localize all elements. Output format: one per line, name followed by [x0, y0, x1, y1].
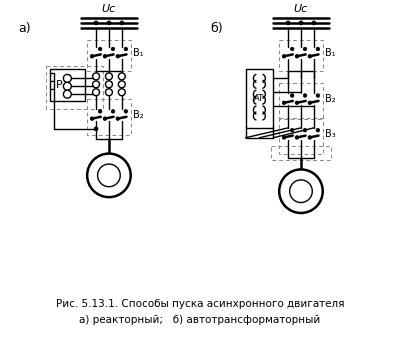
Circle shape	[106, 73, 112, 80]
Circle shape	[92, 89, 100, 96]
Circle shape	[111, 47, 115, 51]
Text: B₂: B₂	[133, 110, 143, 120]
Circle shape	[290, 180, 312, 202]
Circle shape	[98, 164, 120, 187]
Circle shape	[295, 54, 299, 58]
Text: B₁: B₁	[325, 47, 335, 58]
Circle shape	[290, 47, 294, 51]
Circle shape	[303, 94, 307, 97]
Circle shape	[124, 110, 128, 113]
Text: P: P	[56, 80, 63, 90]
Circle shape	[63, 74, 71, 82]
Text: B₃: B₃	[325, 129, 336, 139]
Text: Рис. 5.13.1. Способы пуска асинхронного двигателя: Рис. 5.13.1. Способы пуска асинхронного …	[56, 299, 344, 309]
Bar	[279, 118, 323, 154]
Text: а) реакторный;   б) автотрансформаторный: а) реакторный; б) автотрансформаторный	[79, 315, 321, 325]
Circle shape	[282, 136, 286, 139]
Circle shape	[290, 128, 294, 132]
Circle shape	[316, 128, 320, 132]
Circle shape	[308, 54, 312, 58]
Circle shape	[63, 90, 71, 98]
Circle shape	[106, 89, 112, 96]
Bar	[50, 69, 85, 101]
Bar	[279, 40, 323, 72]
Bar	[87, 99, 131, 135]
Circle shape	[120, 21, 124, 25]
Circle shape	[94, 21, 98, 25]
Circle shape	[63, 82, 71, 90]
Circle shape	[87, 154, 131, 197]
Circle shape	[286, 21, 290, 25]
Circle shape	[90, 117, 94, 120]
Circle shape	[118, 81, 125, 88]
Circle shape	[299, 21, 303, 25]
Circle shape	[98, 47, 102, 51]
Text: Uс: Uс	[102, 4, 116, 14]
Circle shape	[107, 21, 111, 25]
Circle shape	[118, 73, 125, 80]
Circle shape	[316, 47, 320, 51]
Text: B₁: B₁	[133, 47, 143, 58]
Circle shape	[124, 47, 128, 51]
Text: Uс: Uс	[294, 4, 308, 14]
Circle shape	[308, 101, 312, 105]
Circle shape	[308, 136, 312, 139]
Circle shape	[295, 101, 299, 105]
Bar	[279, 83, 323, 119]
Bar	[46, 66, 103, 109]
Bar	[246, 69, 273, 128]
Circle shape	[116, 54, 120, 58]
Circle shape	[316, 94, 320, 97]
Text: б): б)	[210, 22, 222, 35]
Circle shape	[92, 81, 100, 88]
Circle shape	[94, 127, 98, 131]
Text: B₂: B₂	[325, 94, 335, 104]
Circle shape	[290, 94, 294, 97]
Text: AT: AT	[254, 94, 264, 103]
Circle shape	[295, 136, 299, 139]
Circle shape	[282, 54, 286, 58]
Circle shape	[118, 89, 125, 96]
Bar	[271, 146, 331, 159]
Circle shape	[279, 169, 323, 213]
Circle shape	[111, 110, 115, 113]
Text: а): а)	[18, 22, 30, 35]
Circle shape	[103, 117, 107, 120]
Circle shape	[303, 128, 307, 132]
Circle shape	[282, 101, 286, 105]
Circle shape	[312, 21, 316, 25]
Circle shape	[116, 117, 120, 120]
Bar	[87, 40, 131, 72]
Circle shape	[106, 81, 112, 88]
Circle shape	[90, 54, 94, 58]
Circle shape	[303, 47, 307, 51]
Circle shape	[103, 54, 107, 58]
Circle shape	[92, 73, 100, 80]
Circle shape	[98, 110, 102, 113]
